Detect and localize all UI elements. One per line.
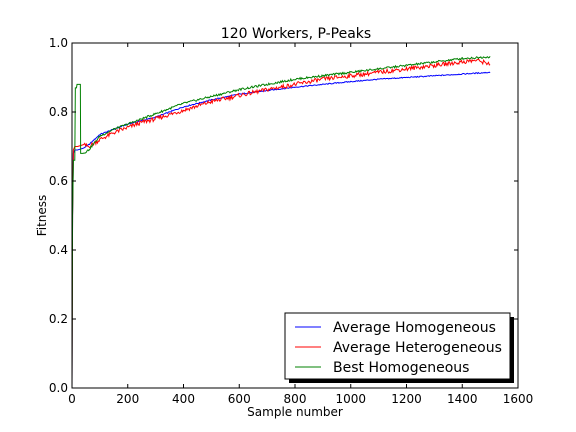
y-tick-label: 0.6 [49,174,68,188]
x-tick-label: 400 [172,392,195,406]
x-tick-label: 1000 [335,392,366,406]
y-axis-label: Fitness [35,195,49,237]
x-tick-label: 1600 [503,392,534,406]
x-tick-label: 200 [116,392,139,406]
x-tick-label: 800 [284,392,307,406]
y-tick-label: 0.8 [49,105,68,119]
legend: Average Homogeneous Average Heterogeneous… [285,313,514,383]
x-tick-label: 600 [228,392,251,406]
y-tick-label: 0.0 [49,381,68,395]
x-axis-label: Sample number [247,405,343,419]
x-tick-label: 0 [68,392,76,406]
legend-label-1: Average Homogeneous [333,320,496,336]
x-tick-label: 1200 [391,392,422,406]
y-tick-label: 0.2 [49,312,68,326]
legend-label-2: Average Heterogeneous [333,340,502,356]
x-tick-label: 1400 [447,392,478,406]
y-tick-label: 0.4 [49,243,68,257]
legend-label-3: Best Homogeneous [333,360,469,376]
chart-title: 120 Workers, P-Peaks [221,26,371,42]
y-tick-label: 1.0 [49,36,68,50]
